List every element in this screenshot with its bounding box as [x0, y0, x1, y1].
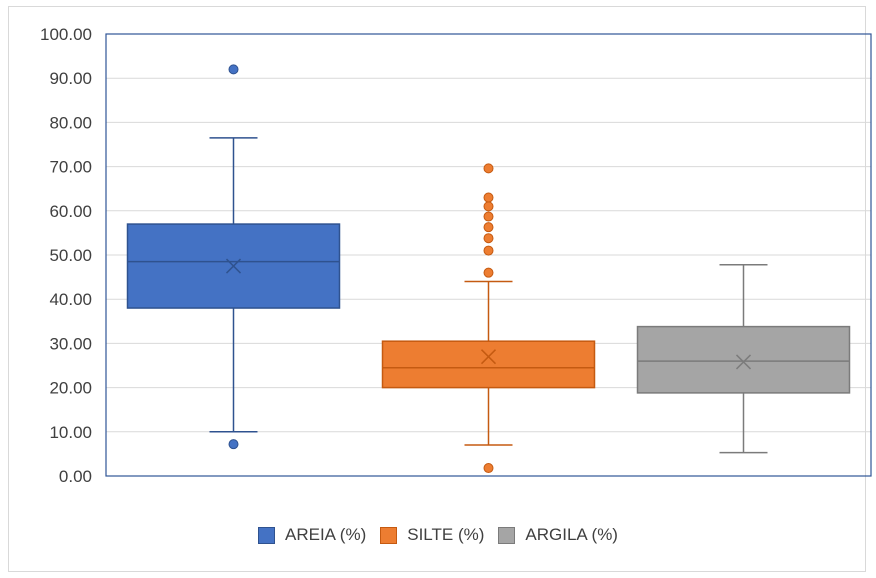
outlier-point	[483, 233, 494, 244]
outlier-point	[483, 201, 494, 212]
outlier-point	[483, 211, 494, 222]
outlier-point	[483, 222, 494, 233]
legend-swatch-argila	[498, 526, 516, 544]
y-tick-label: 70.00	[49, 158, 92, 177]
legend-item-argila: ARGILA (%)	[498, 525, 618, 545]
y-tick-label: 10.00	[49, 423, 92, 442]
legend-item-silte: SILTE (%)	[380, 525, 484, 545]
y-tick-label: 60.00	[49, 202, 92, 221]
y-tick-label: 20.00	[49, 379, 92, 398]
mean-marker	[480, 349, 497, 365]
mean-marker	[225, 258, 242, 274]
legend-label-areia: AREIA (%)	[285, 525, 367, 544]
outlier-point	[483, 245, 494, 256]
plot-series	[126, 64, 851, 474]
legend: AREIA (%) SILTE (%) ARGILA (%)	[0, 522, 876, 548]
outlier-point	[228, 64, 239, 75]
legend-label-silte: SILTE (%)	[407, 525, 485, 544]
y-tick-label: 90.00	[49, 69, 92, 88]
iqr-box	[381, 340, 596, 389]
y-tick-label: 0.00	[59, 467, 92, 486]
y-tick-label: 30.00	[49, 334, 92, 353]
legend-swatch-areia	[258, 526, 275, 544]
plot-area-border	[105, 33, 872, 477]
legend-label-argila: ARGILA (%)	[525, 525, 618, 544]
y-tick-label: 40.00	[49, 290, 92, 309]
outlier-point	[483, 267, 494, 278]
box-series	[381, 163, 596, 474]
y-tick-label: 50.00	[49, 246, 92, 265]
y-axis-tick-labels: 0.00 10.00 20.00 30.00 40.00 50.00 60.00 70.00 8…	[40, 25, 92, 486]
box-series	[126, 64, 341, 450]
outlier-point	[483, 192, 494, 203]
outlier-point	[483, 163, 494, 174]
mean-marker	[735, 354, 752, 370]
y-tick-label: 80.00	[49, 113, 92, 132]
legend-item-areia: AREIA (%)	[258, 525, 366, 545]
y-tick-label: 100.00	[40, 25, 92, 44]
outlier-point	[228, 439, 239, 450]
outlier-point	[483, 463, 494, 474]
iqr-box	[636, 325, 851, 394]
box-series	[636, 263, 851, 454]
legend-swatch-silte	[380, 526, 398, 544]
